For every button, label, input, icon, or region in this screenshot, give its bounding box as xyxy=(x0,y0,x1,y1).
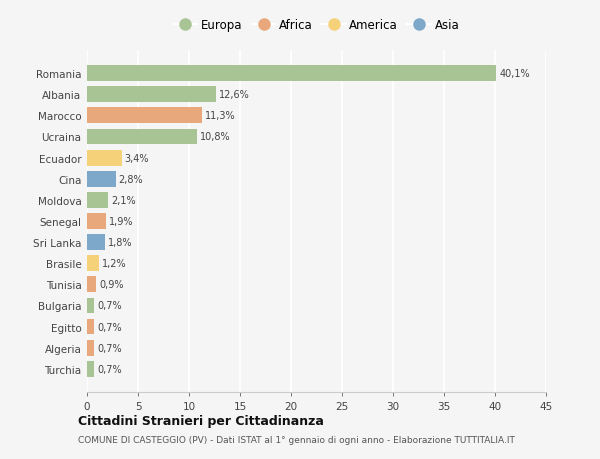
Bar xyxy=(87,192,109,208)
Text: 0,7%: 0,7% xyxy=(97,343,122,353)
Text: 0,7%: 0,7% xyxy=(97,364,122,374)
Bar xyxy=(87,298,94,313)
Bar xyxy=(87,129,197,145)
Text: 10,8%: 10,8% xyxy=(200,132,231,142)
Bar xyxy=(87,277,96,292)
Text: 1,8%: 1,8% xyxy=(109,238,133,247)
Text: COMUNE DI CASTEGGIO (PV) - Dati ISTAT al 1° gennaio di ogni anno - Elaborazione : COMUNE DI CASTEGGIO (PV) - Dati ISTAT al… xyxy=(78,435,515,443)
Bar xyxy=(87,87,215,103)
Bar xyxy=(87,108,202,124)
Bar xyxy=(87,151,122,166)
Text: 1,9%: 1,9% xyxy=(109,217,134,226)
Text: 1,2%: 1,2% xyxy=(102,258,127,269)
Text: 2,1%: 2,1% xyxy=(112,196,136,205)
Text: 11,3%: 11,3% xyxy=(205,111,236,121)
Legend: Europa, Africa, America, Asia: Europa, Africa, America, Asia xyxy=(173,19,460,32)
Text: Cittadini Stranieri per Cittadinanza: Cittadini Stranieri per Cittadinanza xyxy=(78,414,324,428)
Text: 0,7%: 0,7% xyxy=(97,301,122,311)
Text: 12,6%: 12,6% xyxy=(218,90,250,100)
Bar xyxy=(87,256,99,272)
Text: 0,7%: 0,7% xyxy=(97,322,122,332)
Bar xyxy=(87,66,496,82)
Bar xyxy=(87,235,106,251)
Text: 0,9%: 0,9% xyxy=(99,280,124,290)
Bar xyxy=(87,340,94,356)
Text: 40,1%: 40,1% xyxy=(499,69,530,79)
Bar xyxy=(87,171,116,187)
Bar xyxy=(87,319,94,335)
Text: 3,4%: 3,4% xyxy=(125,153,149,163)
Bar xyxy=(87,213,106,230)
Text: 2,8%: 2,8% xyxy=(119,174,143,185)
Bar xyxy=(87,361,94,377)
